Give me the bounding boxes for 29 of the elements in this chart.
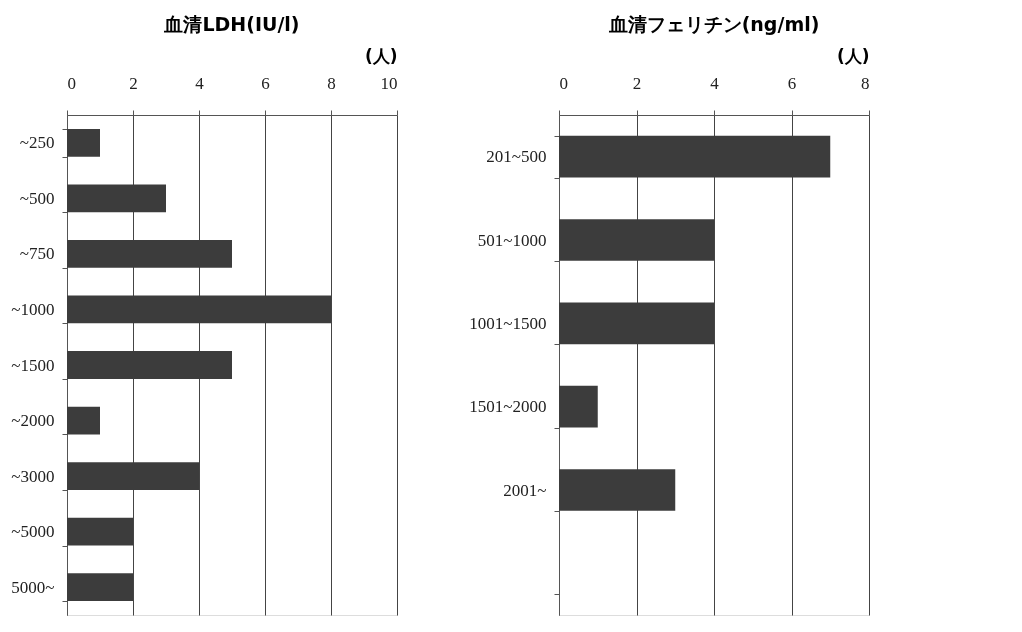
x-tick-label: 4 bbox=[710, 73, 720, 93]
y-tick-label: ~1500 bbox=[11, 355, 55, 375]
x-tick-label: 2 bbox=[129, 73, 138, 93]
chart-title: 血清フェリチン(ng/ml) bbox=[607, 13, 820, 35]
y-tick-label: 1001~1500 bbox=[469, 313, 547, 333]
chart-title: 血清LDH(IU/l) bbox=[163, 13, 300, 35]
y-tick-label: 501~1000 bbox=[477, 230, 547, 250]
y-tick-label: ~500 bbox=[19, 188, 55, 208]
x-tick-label: 10 bbox=[380, 73, 398, 93]
y-tick-label: 5000~ bbox=[11, 577, 55, 597]
x-tick-label: 4 bbox=[195, 73, 205, 93]
y-tick-label: ~750 bbox=[19, 244, 55, 264]
y-tick-label: ~250 bbox=[19, 133, 55, 153]
x-tick-label: 6 bbox=[787, 73, 797, 93]
y-tick-label: ~5000 bbox=[11, 522, 55, 542]
y-tick-label: ~2000 bbox=[11, 411, 55, 431]
x-tick-label: 6 bbox=[261, 73, 270, 93]
x-tick-label: 8 bbox=[861, 73, 870, 93]
y-tick-label: 1501~2000 bbox=[469, 397, 547, 417]
x-tick-label: 2 bbox=[632, 73, 642, 93]
y-tick-label: ~3000 bbox=[11, 466, 55, 486]
y-tick-label: 2001~ bbox=[503, 480, 547, 500]
y-tick-label: ~1000 bbox=[11, 299, 55, 319]
x-tick-label: 0 bbox=[559, 73, 568, 93]
x-axis-title: (人) bbox=[836, 45, 870, 66]
y-tick-label: 201~500 bbox=[486, 147, 547, 167]
x-tick-label: 8 bbox=[327, 73, 336, 93]
x-axis-title: (人) bbox=[364, 45, 398, 66]
x-tick-label: 0 bbox=[67, 73, 76, 93]
